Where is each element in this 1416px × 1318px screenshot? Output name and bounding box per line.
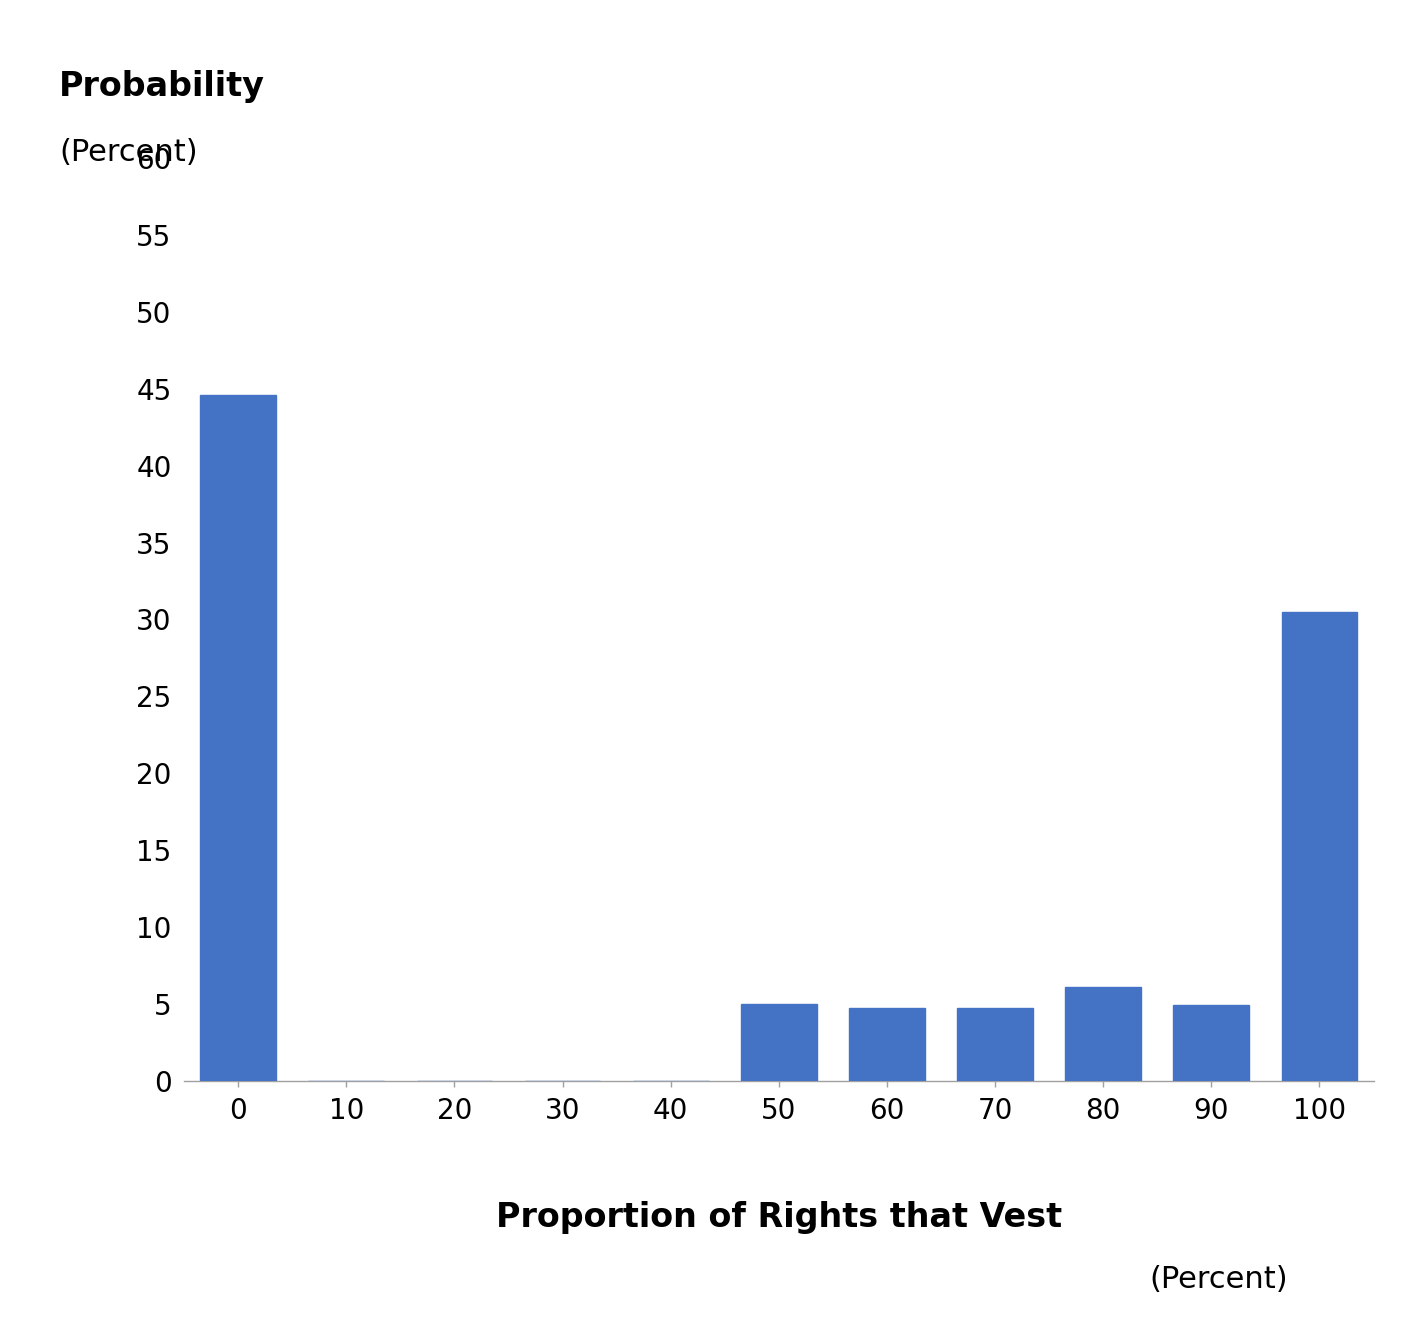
Bar xyxy=(850,1008,925,1081)
Bar xyxy=(1281,612,1358,1081)
Bar xyxy=(1065,987,1141,1081)
Text: (Percent): (Percent) xyxy=(59,138,198,167)
Bar xyxy=(1174,1006,1249,1081)
Text: Probability: Probability xyxy=(59,70,265,103)
Bar xyxy=(200,395,276,1081)
Bar xyxy=(741,1004,817,1081)
Text: Proportion of Rights that Vest: Proportion of Rights that Vest xyxy=(496,1201,1062,1234)
Bar xyxy=(957,1008,1032,1081)
Text: (Percent): (Percent) xyxy=(1150,1265,1289,1294)
